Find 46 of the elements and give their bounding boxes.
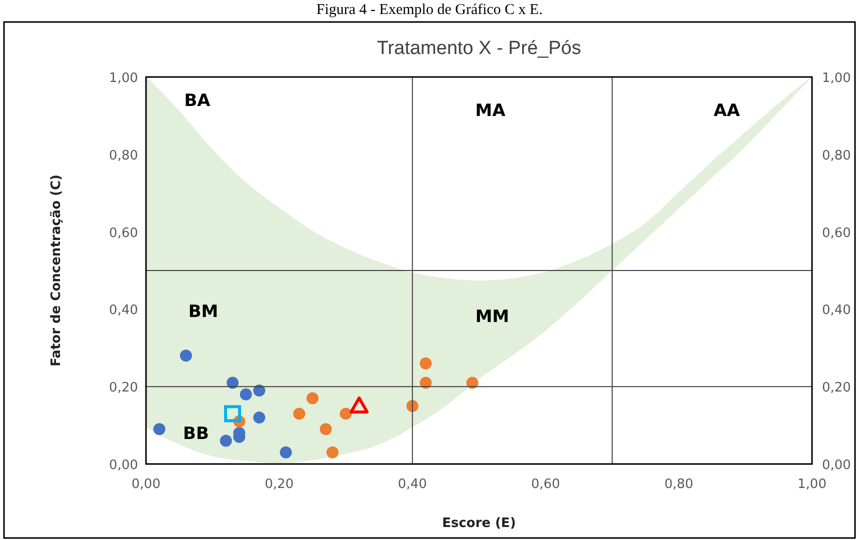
y-tick-label: 0,20	[109, 380, 138, 396]
point	[224, 405, 242, 422]
point	[293, 408, 306, 420]
y2-tick-label: 0,20	[822, 380, 851, 396]
point	[253, 384, 266, 396]
y-tick-label: 1,00	[109, 71, 138, 86]
x-axis-title: Escore (E)	[442, 516, 516, 531]
y-axis-title: Fator de Concentração (C)	[49, 174, 64, 366]
y-tick-label: 0,40	[109, 303, 138, 318]
point	[326, 446, 338, 458]
point	[466, 376, 478, 389]
point	[340, 408, 352, 420]
y-tick-label: 0,60	[109, 226, 138, 241]
y2-tick-label: 0,80	[822, 148, 851, 164]
x-tick-label: 0,60	[531, 477, 560, 492]
y2-tick-label: 1,00	[822, 71, 851, 86]
y-tick-label: 0,00	[109, 458, 138, 473]
point	[226, 376, 239, 389]
x-tick-label: 0,00	[132, 477, 160, 492]
point	[153, 423, 166, 436]
x-tick-label: 0,20	[264, 477, 294, 492]
annotation: BA	[184, 91, 212, 112]
point	[180, 350, 192, 362]
x-tick-label: 0,80	[664, 477, 694, 492]
annotation: MM	[475, 307, 510, 328]
y2-tick-label: 0,40	[822, 303, 851, 318]
annotation: AA	[714, 100, 741, 121]
point	[253, 412, 266, 424]
point	[280, 446, 292, 458]
annotation: MA	[475, 100, 506, 121]
point	[306, 392, 318, 404]
point	[420, 357, 432, 370]
point	[240, 388, 252, 400]
y-tick-label: 0,80	[109, 148, 138, 164]
annotation: BM	[188, 302, 218, 322]
x-tick-label: 1,00	[798, 477, 826, 492]
point	[350, 396, 369, 414]
point	[420, 376, 432, 389]
point	[320, 423, 332, 436]
y2-tick-label: 0,60	[822, 226, 851, 241]
x-tick-label: 0,40	[398, 477, 427, 492]
y2-tick-label: 0,00	[822, 458, 851, 473]
text: Figura 4 - Exemplo de Gráfico C x E.	[316, 2, 543, 18]
chart-title: Tratamento X - Pré_Pós	[376, 38, 582, 59]
point	[220, 434, 232, 447]
annotation: BB	[182, 424, 209, 444]
